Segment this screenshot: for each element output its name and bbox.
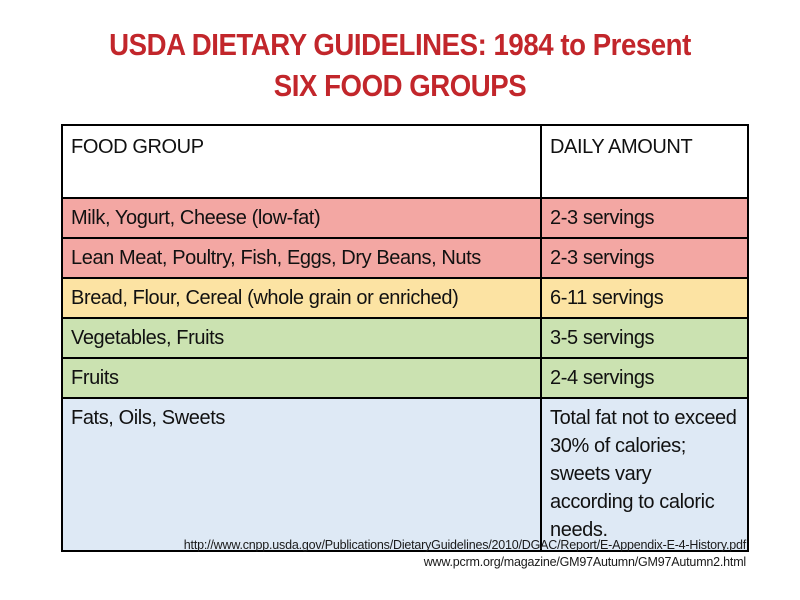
daily-amount-cell: 2-4 servings bbox=[540, 357, 749, 399]
daily-amount-cell: Total fat not to exceed 30% of calories;… bbox=[540, 397, 749, 552]
food-groups-table: FOOD GROUP DAILY AMOUNT Milk, Yogurt, Ch… bbox=[61, 124, 749, 552]
column-header-daily-amount: DAILY AMOUNT bbox=[540, 124, 749, 199]
source-link-pcrm: www.pcrm.org/magazine/GM97Autumn/GM97Aut… bbox=[423, 555, 746, 569]
source-link-usda: http://www.cnpp.usda.gov/Publications/Di… bbox=[183, 538, 746, 552]
column-header-food-group: FOOD GROUP bbox=[61, 124, 542, 199]
table-row-fats-oils-sweets: Fats, Oils, Sweets Total fat not to exce… bbox=[61, 397, 749, 552]
table-row-lean-meat: Lean Meat, Poultry, Fish, Eggs, Dry Bean… bbox=[61, 237, 749, 279]
food-group-cell: Fats, Oils, Sweets bbox=[61, 397, 542, 552]
daily-amount-cell: 2-3 servings bbox=[540, 237, 749, 279]
source-links: http://www.cnpp.usda.gov/Publications/Di… bbox=[184, 537, 746, 571]
daily-amount-cell: 2-3 servings bbox=[540, 197, 749, 239]
table-row-vegetables: Vegetables, Fruits 3-5 servings bbox=[61, 317, 749, 359]
food-group-cell: Lean Meat, Poultry, Fish, Eggs, Dry Bean… bbox=[61, 237, 542, 279]
slide-title: USDA DIETARY GUIDELINES: 1984 to Present… bbox=[44, 24, 756, 106]
food-group-cell: Bread, Flour, Cereal (whole grain or enr… bbox=[61, 277, 542, 319]
table-row-milk: Milk, Yogurt, Cheese (low-fat) 2-3 servi… bbox=[61, 197, 749, 239]
slide-title-line-2: SIX FOOD GROUPS bbox=[273, 68, 527, 103]
table-row-fruits: Fruits 2-4 servings bbox=[61, 357, 749, 399]
table-header-row: FOOD GROUP DAILY AMOUNT bbox=[61, 124, 749, 199]
food-group-cell: Milk, Yogurt, Cheese (low-fat) bbox=[61, 197, 542, 239]
daily-amount-cell: 3-5 servings bbox=[540, 317, 749, 359]
table-row-bread: Bread, Flour, Cereal (whole grain or enr… bbox=[61, 277, 749, 319]
food-group-cell: Vegetables, Fruits bbox=[61, 317, 542, 359]
food-group-cell: Fruits bbox=[61, 357, 542, 399]
daily-amount-cell: 6-11 servings bbox=[540, 277, 749, 319]
slide-title-line-1: USDA DIETARY GUIDELINES: 1984 to Present bbox=[109, 27, 691, 62]
